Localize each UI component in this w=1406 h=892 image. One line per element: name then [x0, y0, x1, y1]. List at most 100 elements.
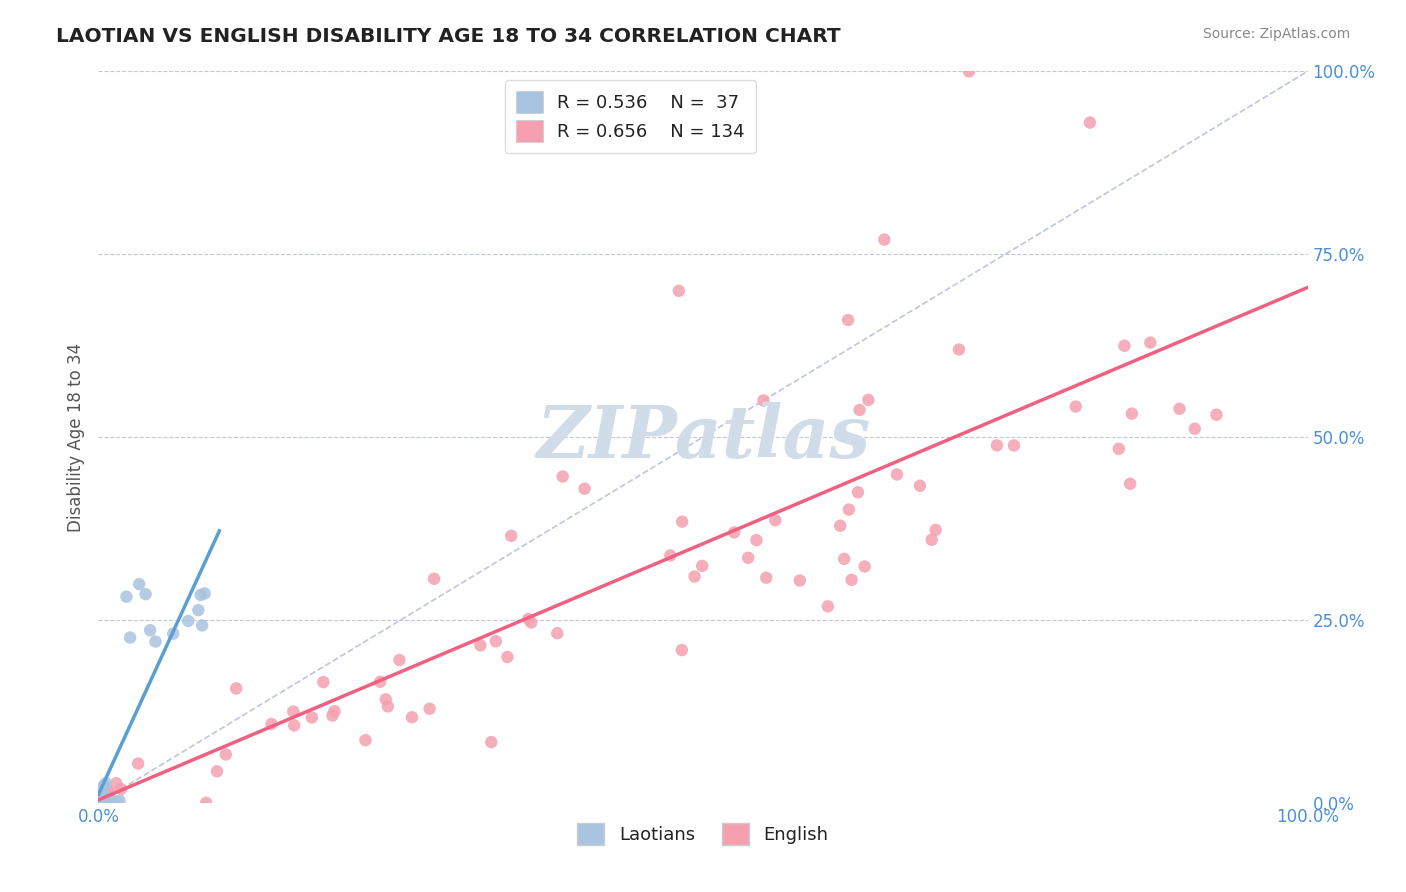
Point	[87, 791, 110, 805]
Point	[921, 533, 943, 547]
Point	[283, 718, 305, 732]
Point	[90, 781, 112, 796]
Point	[745, 533, 768, 548]
Point	[135, 587, 157, 601]
Point	[93, 794, 115, 808]
Point	[1114, 339, 1136, 353]
Point	[1078, 115, 1101, 129]
Point	[90, 795, 112, 809]
Point	[668, 284, 690, 298]
Point	[98, 796, 121, 810]
Point	[90, 796, 112, 810]
Point	[91, 791, 114, 805]
Point	[87, 795, 110, 809]
Point	[841, 573, 863, 587]
Point	[830, 518, 852, 533]
Point	[89, 795, 111, 809]
Point	[546, 626, 568, 640]
Point	[90, 793, 112, 807]
Point	[96, 791, 118, 805]
Point	[1121, 407, 1143, 421]
Point	[401, 710, 423, 724]
Point	[98, 796, 121, 810]
Point	[205, 764, 228, 779]
Point	[98, 795, 121, 809]
Point	[120, 631, 142, 645]
Point	[115, 590, 138, 604]
Point	[93, 790, 115, 805]
Point	[283, 705, 305, 719]
Point	[91, 795, 114, 809]
Point	[924, 523, 946, 537]
Point	[89, 796, 111, 810]
Point	[96, 789, 118, 804]
Point	[215, 747, 238, 762]
Point	[93, 789, 115, 804]
Point	[91, 795, 114, 809]
Point	[260, 717, 283, 731]
Point	[1064, 400, 1087, 414]
Point	[817, 599, 839, 614]
Point	[89, 796, 111, 810]
Point	[377, 699, 399, 714]
Point	[89, 795, 111, 809]
Point	[886, 467, 908, 482]
Point	[105, 795, 128, 809]
Point	[354, 733, 377, 747]
Point	[90, 787, 112, 801]
Point	[87, 782, 110, 797]
Point	[91, 792, 114, 806]
Point	[97, 795, 120, 809]
Point	[846, 485, 869, 500]
Point	[659, 549, 682, 563]
Point	[90, 791, 112, 805]
Point	[91, 793, 114, 807]
Point	[100, 793, 122, 807]
Point	[374, 692, 396, 706]
Legend: Laotians, English: Laotians, English	[571, 816, 835, 852]
Point	[89, 789, 111, 803]
Point	[93, 785, 115, 799]
Point	[90, 795, 112, 809]
Point	[96, 795, 118, 809]
Point	[89, 792, 111, 806]
Point	[87, 788, 110, 802]
Point	[87, 794, 110, 808]
Point	[87, 793, 110, 807]
Point	[90, 792, 112, 806]
Point	[837, 313, 859, 327]
Point	[671, 643, 693, 657]
Point	[98, 796, 121, 810]
Point	[832, 552, 855, 566]
Point	[93, 792, 115, 806]
Point	[190, 588, 212, 602]
Point	[986, 438, 1008, 452]
Point	[145, 634, 167, 648]
Point	[470, 638, 492, 652]
Point	[301, 710, 323, 724]
Point	[89, 788, 111, 802]
Point	[94, 776, 117, 790]
Point	[139, 624, 162, 638]
Point	[838, 502, 860, 516]
Point	[87, 795, 110, 809]
Point	[89, 790, 111, 805]
Point	[90, 794, 112, 808]
Point	[96, 794, 118, 808]
Point	[94, 795, 117, 809]
Point	[89, 796, 111, 810]
Point	[93, 795, 115, 809]
Point	[368, 674, 391, 689]
Point	[574, 482, 596, 496]
Point	[87, 792, 110, 806]
Point	[94, 795, 117, 809]
Point	[127, 756, 149, 771]
Point	[195, 796, 218, 810]
Point	[89, 794, 111, 808]
Point	[97, 784, 120, 798]
Text: Source: ZipAtlas.com: Source: ZipAtlas.com	[1202, 27, 1350, 41]
Point	[1205, 408, 1227, 422]
Point	[90, 790, 112, 805]
Point	[873, 233, 896, 247]
Point	[858, 392, 880, 407]
